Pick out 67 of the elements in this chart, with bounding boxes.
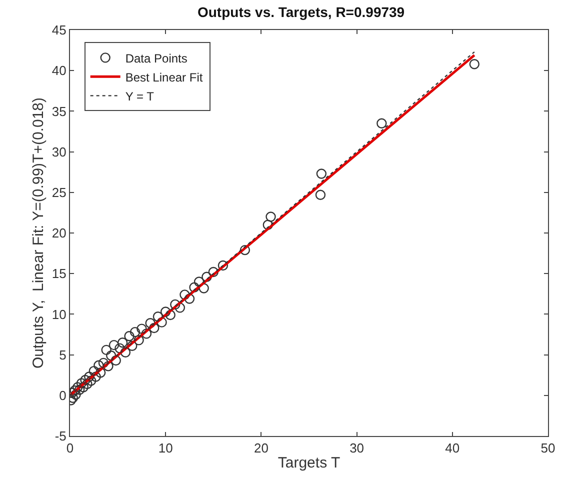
- point: [156, 317, 167, 328]
- point: [124, 331, 134, 342]
- point: [180, 290, 190, 300]
- point: [266, 212, 276, 222]
- legend-label: Best Linear Fit: [125, 70, 204, 84]
- point: [316, 168, 327, 179]
- y-tick-label: 10: [52, 306, 66, 322]
- point: [141, 328, 152, 339]
- point: [117, 338, 128, 348]
- point: [165, 310, 176, 320]
- point: [86, 376, 96, 386]
- y-tick-label: 15: [52, 266, 66, 282]
- point: [88, 366, 99, 376]
- point: [218, 260, 228, 271]
- point: [90, 372, 101, 382]
- point: [76, 378, 87, 388]
- point: [80, 374, 90, 386]
- point: [98, 358, 109, 368]
- point: [184, 294, 195, 304]
- point: [95, 368, 106, 378]
- point: [101, 344, 112, 356]
- point: [160, 306, 171, 317]
- point: [136, 324, 147, 334]
- x-tick-label: 50: [540, 440, 556, 456]
- point: [145, 318, 156, 328]
- point: [208, 266, 218, 278]
- point: [84, 372, 94, 382]
- legend-label: Data Points: [125, 51, 188, 66]
- point: [127, 340, 138, 351]
- point: [152, 312, 164, 322]
- legend-label: Y = T: [125, 89, 155, 104]
- y-tick-label: 0: [59, 388, 66, 403]
- point: [130, 326, 140, 338]
- point: [149, 322, 160, 334]
- point: [106, 350, 116, 361]
- y-tick-label: 5: [59, 347, 66, 362]
- point: [315, 190, 326, 200]
- y-tick-label: 30: [52, 144, 66, 160]
- point: [94, 360, 104, 370]
- y-tick-label: 35: [52, 104, 66, 119]
- y-tick-label: 25: [52, 184, 66, 200]
- point: [240, 244, 250, 256]
- y-tick-label: 20: [52, 226, 66, 241]
- y-tick-label: 40: [52, 63, 66, 78]
- point: [103, 361, 114, 372]
- point: [134, 335, 144, 346]
- point: [262, 220, 273, 230]
- point: [120, 347, 131, 358]
- point: [469, 59, 480, 70]
- point: [189, 282, 200, 292]
- point: [174, 302, 186, 313]
- point: [74, 384, 85, 395]
- point: [376, 118, 387, 128]
- chart-title: Outputs vs. Targets, R=0.99739: [197, 4, 405, 20]
- x-axis-title: Targets T: [278, 454, 340, 472]
- x-tick-label: 30: [350, 440, 364, 456]
- point: [202, 272, 212, 282]
- x-tick-label: 10: [158, 440, 173, 456]
- y-axis-title: Outputs Y, Linear Fit: Y=(0.99)T+(0.018): [30, 98, 48, 368]
- y-tick-label: 45: [52, 22, 66, 38]
- point: [108, 340, 120, 350]
- x-tick-label: 20: [254, 440, 268, 456]
- point: [110, 355, 121, 366]
- y-tick-label: -5: [54, 428, 66, 444]
- point: [72, 382, 83, 392]
- x-tick-label: 40: [445, 440, 460, 456]
- point: [170, 299, 180, 310]
